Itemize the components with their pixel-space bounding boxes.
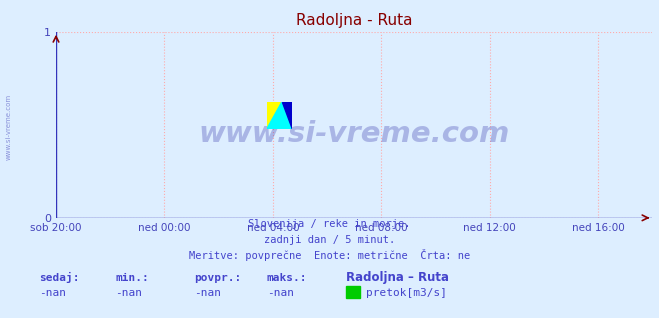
Text: Slovenija / reke in morje.: Slovenija / reke in morje. bbox=[248, 219, 411, 229]
Text: min.:: min.: bbox=[115, 273, 149, 283]
Text: www.si-vreme.com: www.si-vreme.com bbox=[198, 120, 510, 148]
Text: sedaj:: sedaj: bbox=[40, 273, 80, 283]
Text: -nan: -nan bbox=[40, 288, 67, 298]
Text: -nan: -nan bbox=[267, 288, 294, 298]
Text: www.si-vreme.com: www.si-vreme.com bbox=[5, 94, 11, 160]
Title: Radoljna - Ruta: Radoljna - Ruta bbox=[296, 13, 413, 28]
Text: pretok[m3/s]: pretok[m3/s] bbox=[366, 288, 447, 298]
Text: Meritve: povprečne  Enote: metrične  Črta: ne: Meritve: povprečne Enote: metrične Črta:… bbox=[189, 249, 470, 261]
Text: maks.:: maks.: bbox=[267, 273, 307, 283]
Text: -nan: -nan bbox=[115, 288, 142, 298]
Text: povpr.:: povpr.: bbox=[194, 273, 242, 283]
Polygon shape bbox=[267, 102, 292, 129]
Text: -nan: -nan bbox=[194, 288, 221, 298]
Polygon shape bbox=[267, 102, 282, 129]
Polygon shape bbox=[282, 102, 292, 129]
Text: Radoljna – Ruta: Radoljna – Ruta bbox=[346, 272, 449, 284]
Text: zadnji dan / 5 minut.: zadnji dan / 5 minut. bbox=[264, 235, 395, 245]
